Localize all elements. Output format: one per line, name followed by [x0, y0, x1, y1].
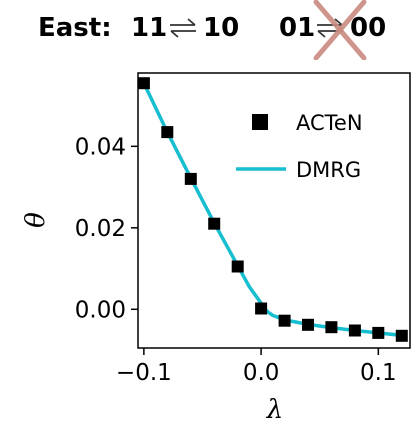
x-tick-label: −0.1 [116, 360, 172, 386]
acten-point [348, 324, 361, 337]
acten-point [161, 126, 174, 139]
x-tick-label: 0.1 [360, 360, 397, 386]
acten-point [372, 326, 385, 339]
x-tick-label: 0.0 [243, 360, 280, 386]
acten-point [278, 314, 291, 327]
state-11: 11 [131, 13, 168, 43]
y-axis-label: θ [21, 212, 51, 228]
acten-point [302, 318, 314, 331]
ticks-layer: −0.1 0.0 0.1 0.00 0.02 0.04 [75, 134, 397, 386]
acten-point [208, 217, 221, 230]
header-label: East: [38, 13, 112, 43]
x-axis-label: λ [266, 395, 283, 425]
y-tick-label: 0.02 [75, 216, 126, 242]
legend-label-dmrg: DMRG [296, 158, 361, 182]
y-tick-label: 0.00 [75, 297, 126, 323]
theta-vs-lambda-chart: −0.1 0.0 0.1 0.00 0.02 0.04 λ θ ACTeN DMRG [21, 72, 411, 425]
legend: ACTeN DMRG [236, 111, 363, 182]
plot-frame [137, 72, 411, 349]
rule-header: East: 11 10 01 00 [0, 0, 417, 60]
state-01: 01 [279, 13, 316, 43]
dmrg-line [142, 82, 402, 338]
series-layer [137, 77, 408, 342]
acten-point [137, 77, 150, 90]
state-10: 10 [203, 13, 240, 43]
cross-out-icon [313, 0, 367, 60]
exchange-arrows-icon [170, 18, 196, 38]
y-tick-label: 0.04 [75, 134, 126, 160]
legend-marker-acten [252, 114, 268, 130]
acten-point [395, 329, 408, 342]
state-00: 00 [350, 13, 387, 43]
acten-point [325, 321, 338, 334]
acten-point [255, 302, 268, 315]
acten-point [184, 172, 197, 185]
acten-point [231, 260, 244, 273]
legend-label-acten: ACTeN [296, 111, 363, 135]
